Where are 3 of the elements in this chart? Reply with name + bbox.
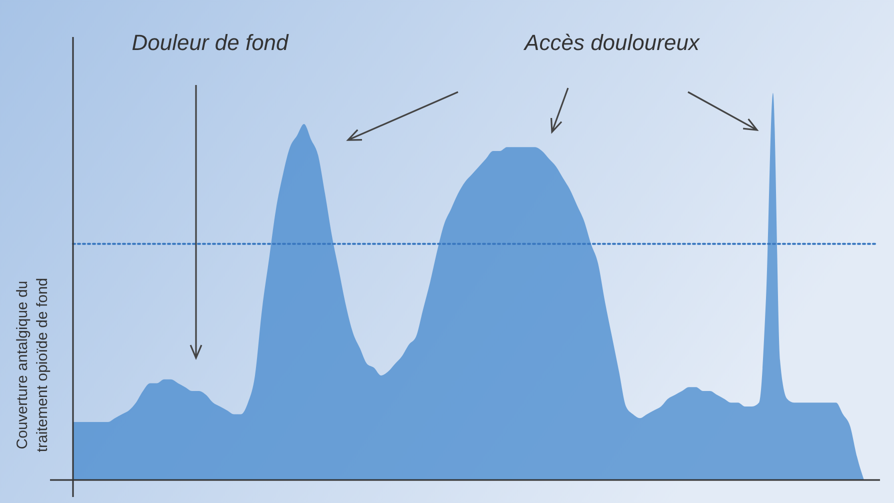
y-axis-title: Couverture antalgique du traitement opioïde de fond [14,278,51,452]
text: Douleur de fond [132,30,290,55]
text: Accès douloureux [522,30,700,55]
